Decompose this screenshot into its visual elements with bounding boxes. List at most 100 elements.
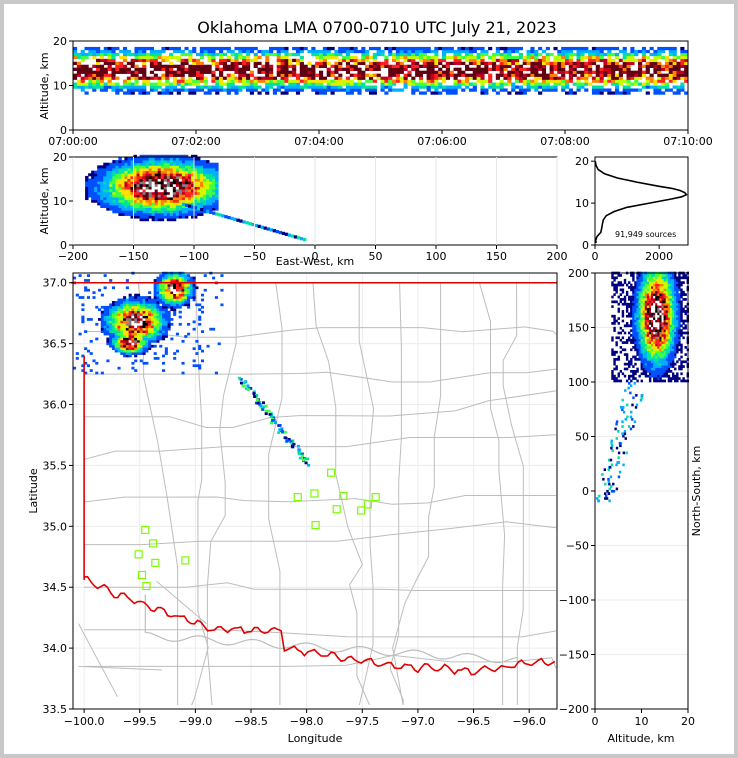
density-cell <box>653 310 656 313</box>
density-cell <box>657 307 660 311</box>
density-cell <box>655 372 658 376</box>
density-cell <box>638 341 641 344</box>
density-cell <box>671 310 675 313</box>
density-cell <box>568 49 573 54</box>
density-cell <box>153 337 157 341</box>
density-cell <box>169 160 174 164</box>
density-cell <box>345 61 351 66</box>
density-cell <box>142 178 146 182</box>
density-cell <box>88 79 93 83</box>
density-cell <box>669 314 673 318</box>
density-cell <box>472 49 477 54</box>
density-cell <box>184 186 189 190</box>
density-cell <box>199 85 204 89</box>
density-cell <box>106 318 110 321</box>
density-cell <box>151 207 156 211</box>
density-cell <box>630 88 635 92</box>
density-cell <box>209 199 213 203</box>
density-cell <box>653 334 656 337</box>
density-cell <box>553 79 558 83</box>
density-cell <box>200 168 204 172</box>
density-cell <box>215 46 220 51</box>
density-cell <box>576 64 581 68</box>
density-cell <box>665 310 669 313</box>
density-cell <box>584 67 589 71</box>
density-cell <box>136 157 140 161</box>
density-cell <box>284 436 288 440</box>
density-cell <box>345 49 351 54</box>
density-cell <box>211 85 216 89</box>
density-cell <box>203 76 208 80</box>
density-cell <box>192 61 197 66</box>
density-cell <box>170 296 174 299</box>
density-cell <box>642 314 646 318</box>
density-cell <box>653 341 656 344</box>
density-cell <box>124 186 128 190</box>
density-cell <box>111 347 116 351</box>
density-cell <box>603 82 608 86</box>
y-tick-label: 35.0 <box>43 520 68 533</box>
density-cell <box>134 70 139 74</box>
density-cell <box>121 183 125 187</box>
density-cell <box>197 191 201 195</box>
density-cell <box>411 82 416 86</box>
density-cell <box>644 310 648 313</box>
density-cell <box>622 52 627 57</box>
density-cell <box>222 52 228 57</box>
density-cell <box>121 165 125 169</box>
x-tick-label: −100.0 <box>64 715 105 728</box>
density-cell <box>146 46 151 51</box>
density-cell <box>209 181 213 185</box>
density-cell <box>136 212 140 216</box>
density-cell <box>148 162 153 166</box>
density-cell <box>568 79 573 83</box>
density-cell <box>280 82 285 86</box>
density-cell <box>395 61 401 66</box>
density-cell <box>181 298 185 302</box>
density-cell <box>96 67 101 71</box>
density-cell <box>165 67 170 71</box>
density-cell <box>126 85 131 89</box>
density-cell <box>92 359 96 363</box>
density-cell <box>86 274 90 277</box>
density-cell <box>426 49 431 54</box>
density-cell <box>661 73 666 77</box>
density-cell <box>472 61 477 66</box>
density-cell <box>142 173 146 177</box>
time-height-heatmap <box>73 46 689 95</box>
density-cell <box>131 337 135 341</box>
density-cell <box>103 76 108 80</box>
density-cell <box>636 341 639 344</box>
density-cell <box>120 310 124 314</box>
density-cell <box>133 175 137 179</box>
density-cell <box>669 322 673 325</box>
density-cell <box>121 197 125 201</box>
density-cell <box>134 330 138 333</box>
density-cell <box>181 215 186 219</box>
density-cell <box>88 52 93 57</box>
density-cell <box>157 85 162 89</box>
density-cell <box>192 73 197 77</box>
density-cell <box>281 231 286 236</box>
density-cell <box>522 73 527 77</box>
density-cell <box>667 276 671 280</box>
density-cell <box>618 82 623 86</box>
density-cell <box>151 189 156 193</box>
density-cell <box>684 76 689 80</box>
density-cell <box>659 360 662 364</box>
density-cell <box>123 296 127 299</box>
density-cell <box>245 76 251 80</box>
density-cell <box>646 365 650 368</box>
density-cell <box>395 52 401 57</box>
density-cell <box>117 320 121 324</box>
density-cell <box>206 202 210 206</box>
density-cell <box>148 313 152 316</box>
density-cell <box>145 191 150 195</box>
density-cell <box>162 337 166 341</box>
density-cell <box>561 79 566 83</box>
density-cell <box>226 55 231 60</box>
density-cell <box>153 325 157 329</box>
density-cell <box>669 348 673 352</box>
density-cell <box>292 85 297 89</box>
